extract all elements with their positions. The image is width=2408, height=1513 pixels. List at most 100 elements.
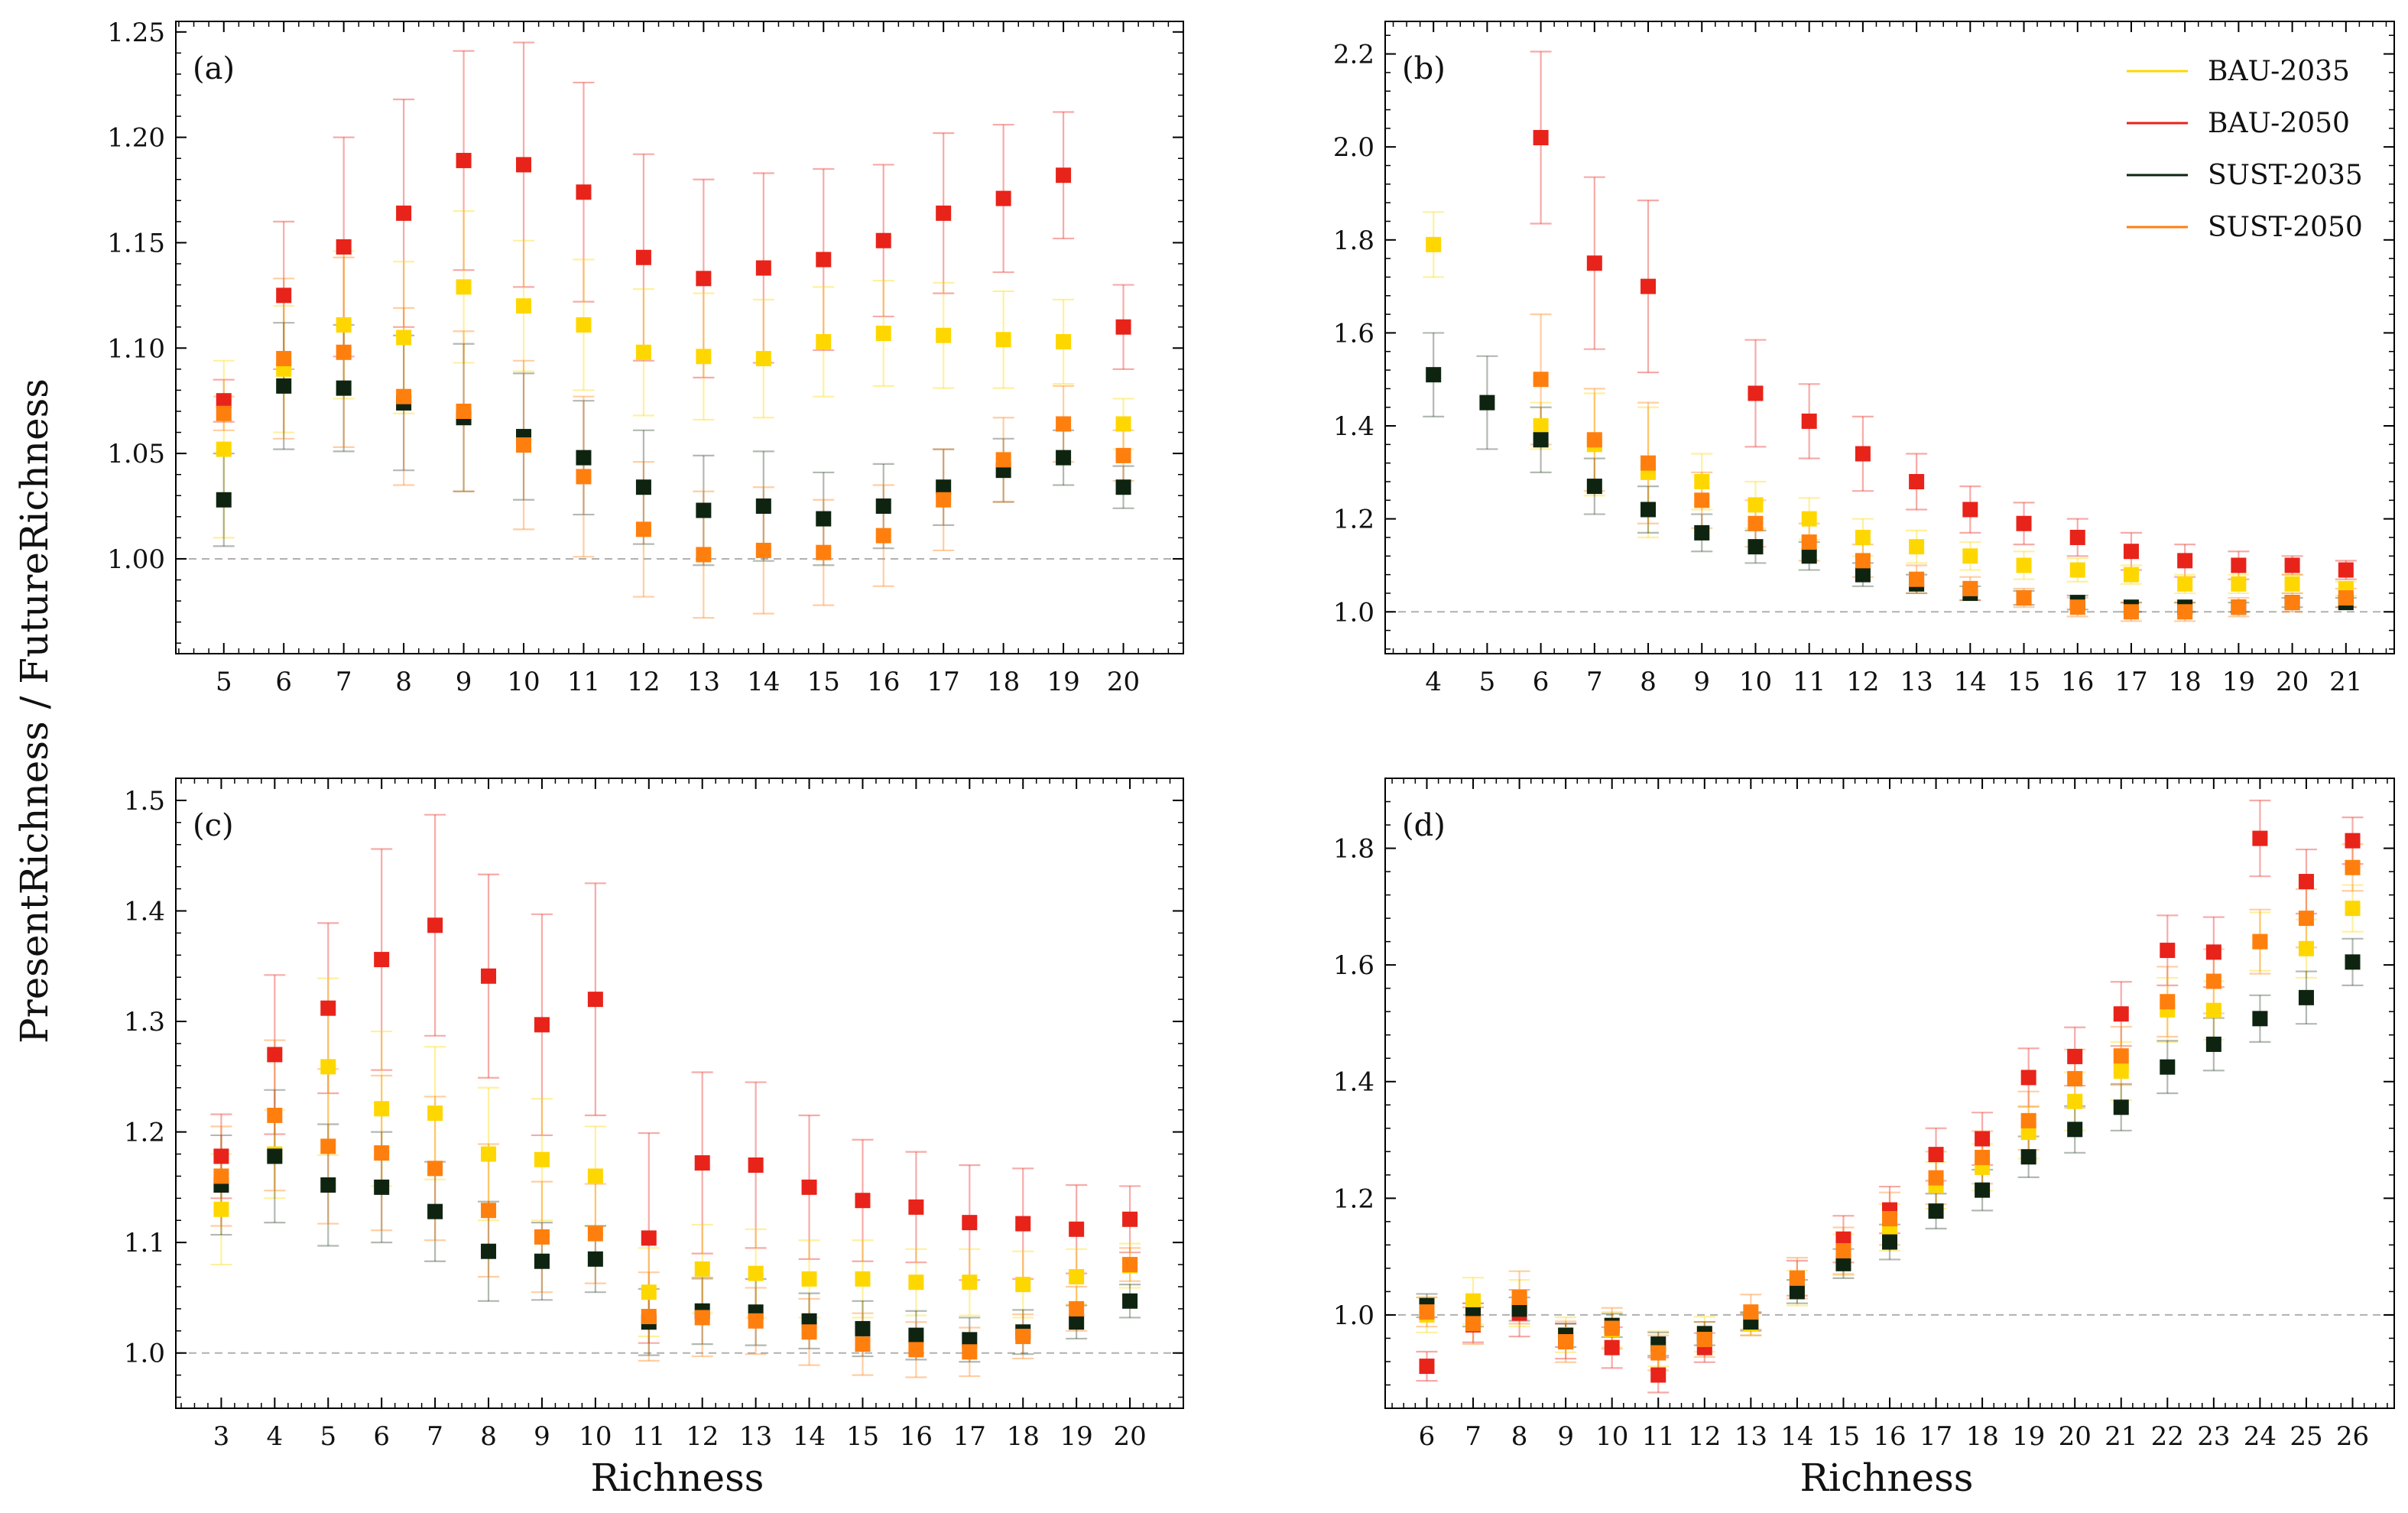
data-point [276,378,292,394]
data-point [2231,599,2247,615]
data-point [427,1161,443,1177]
data-point [2020,1125,2036,1141]
data-point [396,388,412,404]
panel-2: 4 5 6 7 8 9 10 11 12 13 14 15 16 17 18 19 20 21 1.0 1.2 1.4 1… [1333,21,2395,697]
x-tick-label: 15 [1827,1421,1860,1452]
y-tick-label: 1.8 [1333,226,1374,256]
data-point [1855,529,1871,545]
data-point [2069,529,2085,545]
x-tick-label: 5 [1479,667,1496,697]
data-point [534,1229,550,1245]
data-point [516,157,532,173]
x-tick-label: 20 [1113,1421,1146,1452]
data-point [2252,830,2268,846]
x-tick-label: 13 [739,1421,772,1452]
data-point [1801,511,1817,527]
data-point [2177,576,2193,592]
panel-4: 6 7 8 9 10 11 12 13 14 15 16 17 18 19 20 21 22 23 24 25 26 1.… [1333,778,2395,1452]
data-point [1558,1334,1574,1350]
x-tick-label: 19 [2222,667,2255,697]
data-point [576,184,592,200]
data-point [427,1106,443,1122]
y-tick-label: 2.2 [1333,40,1374,70]
data-point [995,452,1011,468]
x-tick-label: 20 [2059,1421,2092,1452]
series-bau-2050 [1416,799,2364,1394]
x-tick-label: 19 [2012,1421,2045,1452]
x-tick-label: 6 [1533,667,1550,697]
data-point [576,469,592,485]
x-tick-label: 12 [1846,667,1879,697]
data-point [962,1215,978,1231]
markers-sust-2035 [213,1148,1138,1348]
data-point [694,1261,710,1277]
data-point [1586,479,1602,495]
data-point [696,271,712,287]
data-point [875,232,891,248]
data-point [1801,413,1817,429]
x-tick-label: 15 [846,1421,879,1452]
markers-sust-2035 [216,378,1131,527]
series-bau-2035 [213,210,1134,539]
data-point [2123,604,2139,620]
data-point [2177,553,2193,569]
data-point [1962,502,1978,518]
data-point [336,344,352,360]
data-point [875,498,891,515]
data-point [2020,1149,2036,1165]
data-point [1115,447,1131,463]
data-point [1533,372,1549,388]
x-tick-label: 12 [627,667,660,697]
x-tick-label: 4 [1425,667,1442,697]
axes-frame [175,778,1184,1409]
x-tick-label: 8 [1511,1421,1528,1452]
data-point [456,279,472,295]
data-point [2113,1099,2129,1115]
data-point [534,1253,550,1269]
data-point [1015,1277,1031,1293]
data-point [2205,1036,2221,1052]
series-bau-2050 [210,813,1141,1344]
data-point [1650,1345,1666,1361]
panel-tag: (b) [1402,51,1446,86]
data-point [1115,319,1131,335]
data-point [2205,944,2221,960]
data-point [216,441,232,457]
data-point [1882,1211,1897,1227]
data-point [2067,1070,2083,1086]
x-tick-label: 23 [2197,1421,2230,1452]
data-point [2113,1063,2129,1080]
y-tick-label: 1.0 [124,1339,165,1369]
data-point [336,317,352,333]
data-point [1533,130,1549,146]
data-point [1056,167,1072,183]
markers-bau-2050 [1419,830,2361,1383]
data-point [456,152,472,168]
data-point [1586,255,1602,271]
x-tick-label: 7 [427,1421,443,1452]
data-point [1419,1359,1435,1375]
x-tick-label: 11 [567,667,600,697]
data-point [374,952,390,968]
y-tick-label: 2.0 [1333,132,1374,163]
axes-frame [1384,778,2395,1409]
data-point [2252,1011,2268,1027]
data-point [1962,580,1978,596]
data-point [2069,562,2085,578]
series-bau-2050 [213,41,1134,423]
data-point [641,1284,657,1300]
data-point [875,528,891,544]
data-point [276,351,292,367]
x-tick-label: 24 [2244,1421,2277,1452]
data-point [374,1145,390,1161]
y-axis-title: PresentRichness / FutureRichness [12,378,57,1044]
data-point [2160,994,2176,1010]
panel-tag: (d) [1402,808,1446,843]
data-point [374,1179,390,1195]
x-tick-label: 26 [2336,1421,2369,1452]
data-point [1975,1182,1991,1198]
series-sust-2035 [1423,332,2357,613]
data-point [534,1151,550,1167]
data-point [1835,1255,1851,1271]
